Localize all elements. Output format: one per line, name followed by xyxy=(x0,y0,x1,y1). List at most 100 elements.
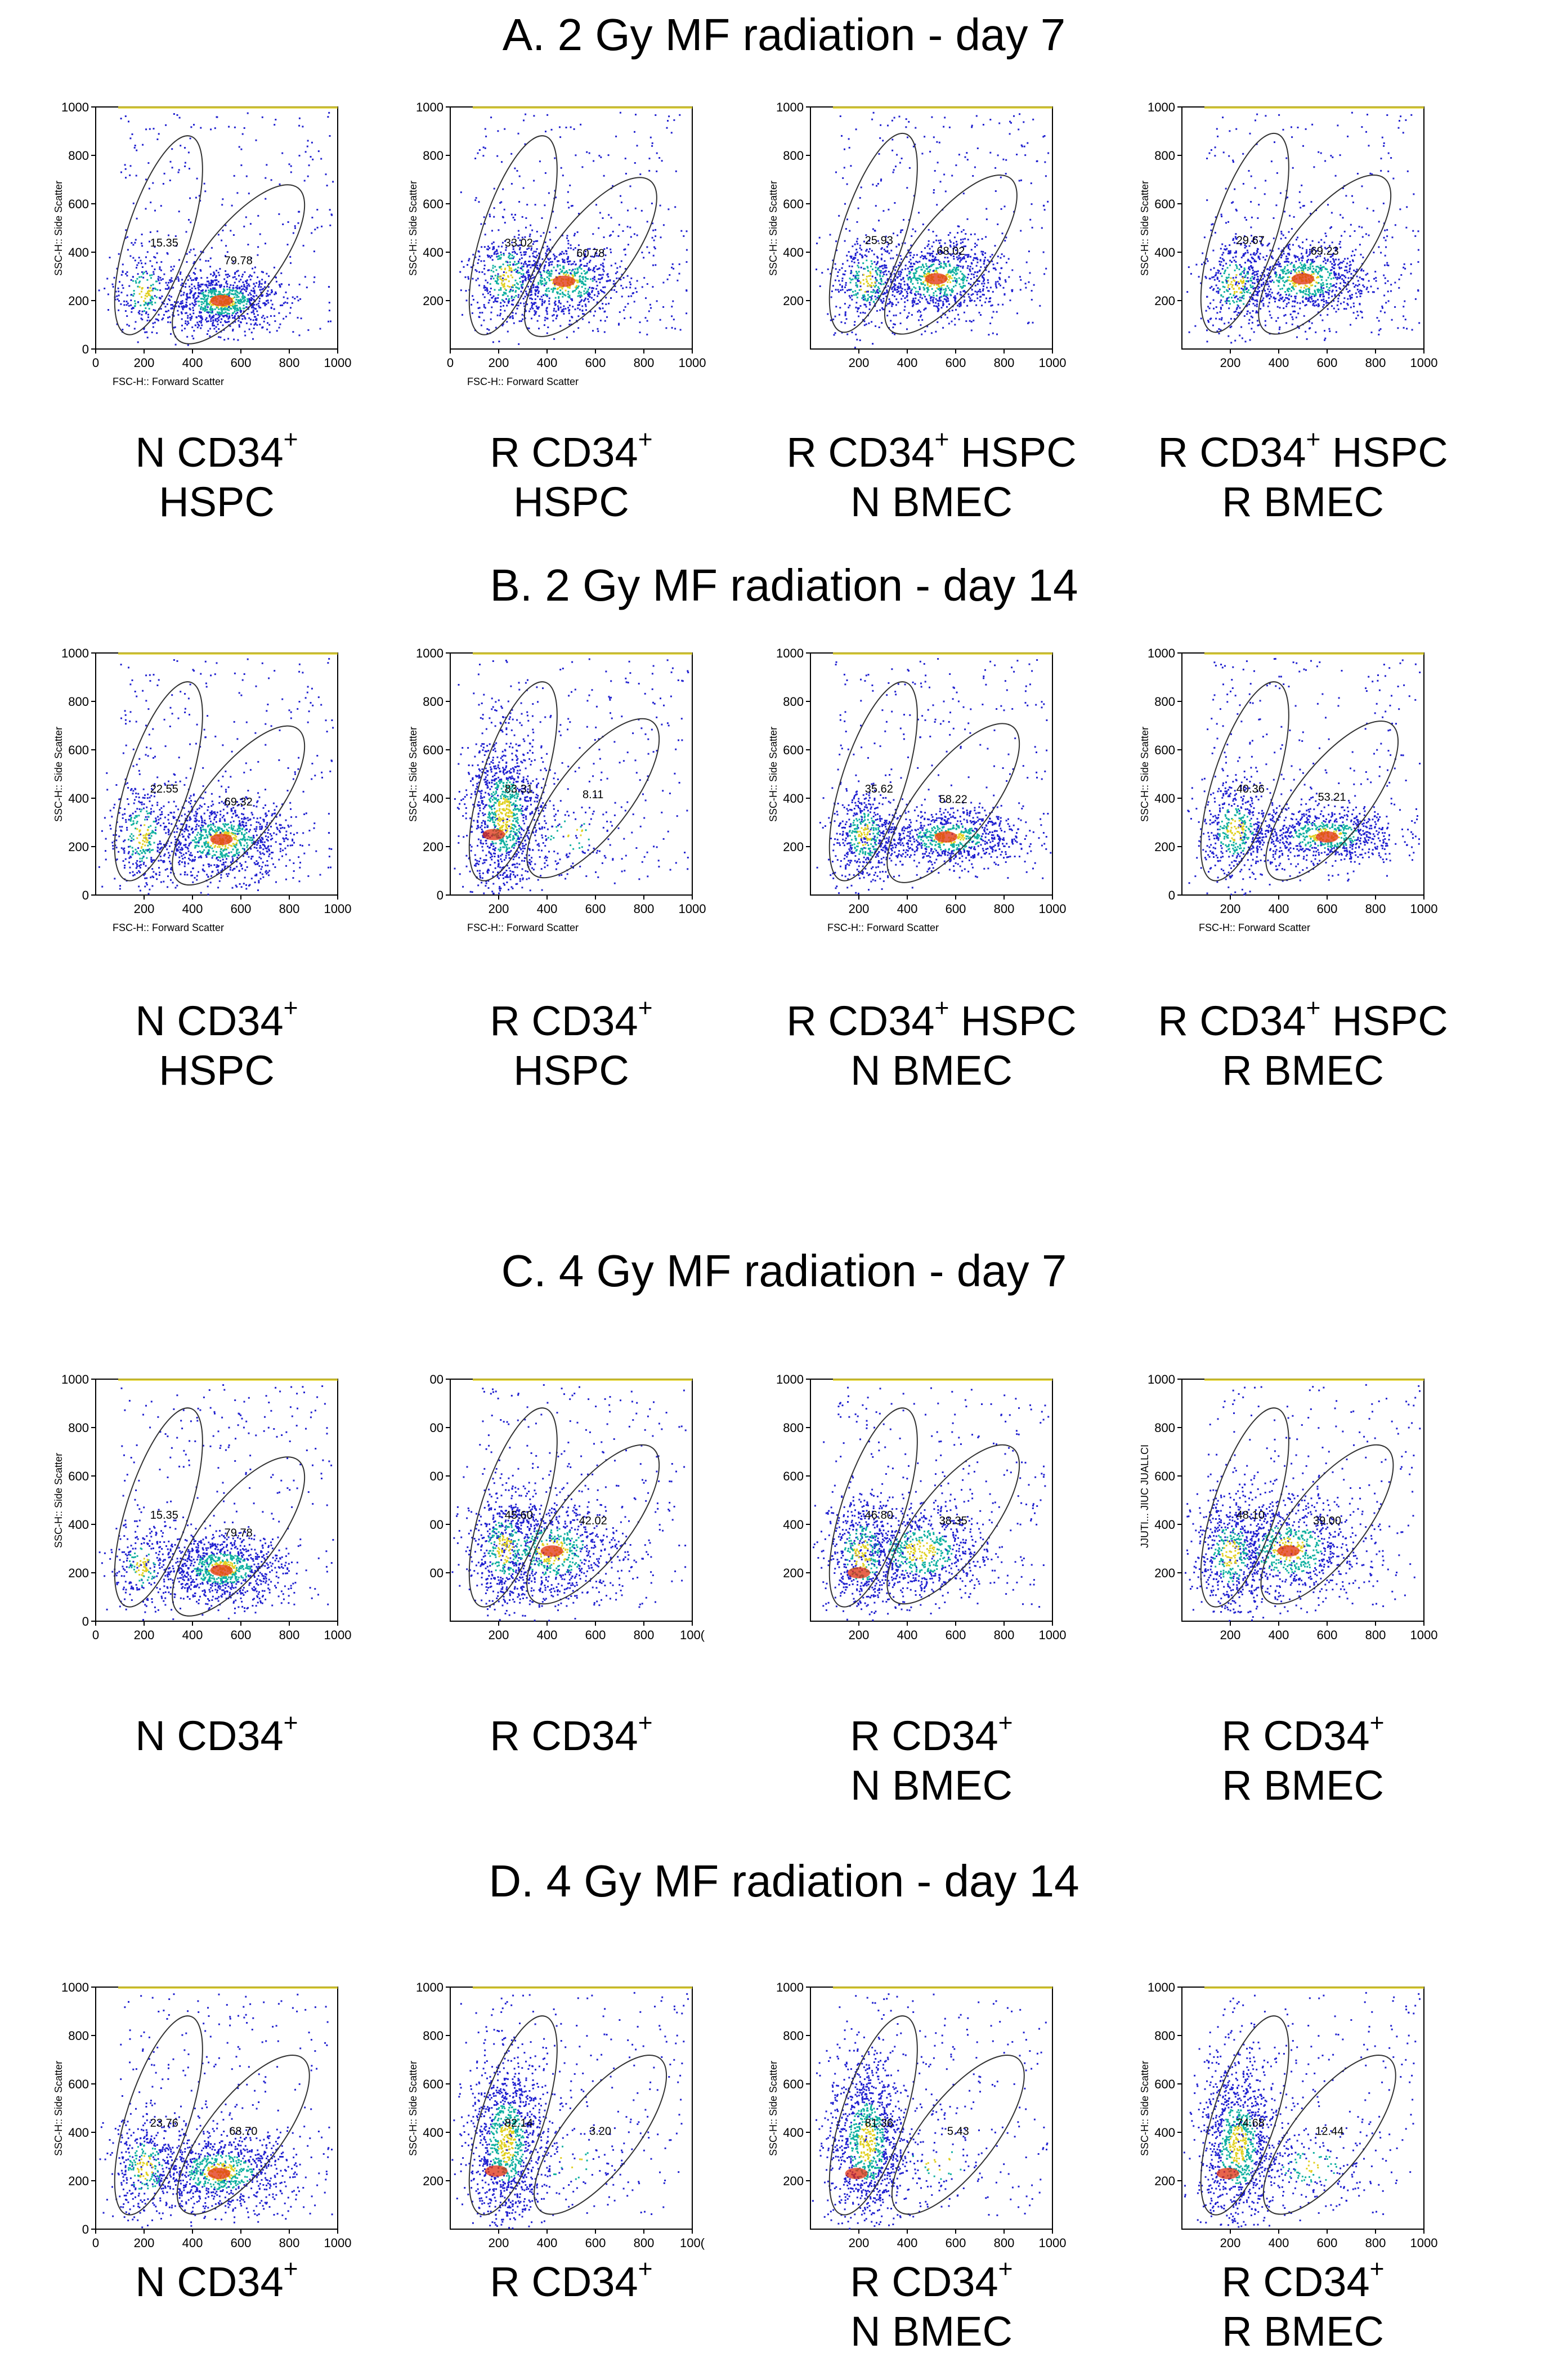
event-point xyxy=(240,310,243,312)
event-point xyxy=(185,323,187,324)
event-point xyxy=(935,271,938,272)
event-point xyxy=(918,266,920,268)
event-point xyxy=(857,207,859,209)
event-point xyxy=(548,263,550,266)
event-point xyxy=(1398,287,1400,289)
event-point xyxy=(527,276,530,279)
event-point xyxy=(1296,292,1298,294)
event-point xyxy=(222,291,225,293)
event-point xyxy=(836,249,838,252)
event-point xyxy=(877,240,879,242)
event-point xyxy=(207,330,209,332)
event-point xyxy=(1283,270,1285,272)
event-point xyxy=(496,252,499,254)
event-point xyxy=(864,298,866,300)
event-point xyxy=(512,264,514,266)
flow-plot-panel: 29.67 69.23 200 400 600 800 1000 200 400 600 800 10… xyxy=(1137,100,1452,439)
event-point xyxy=(978,290,980,293)
event-point xyxy=(834,332,836,334)
event-point xyxy=(200,250,202,253)
event-point xyxy=(1312,268,1315,270)
event-point xyxy=(1359,276,1361,279)
event-point xyxy=(875,263,877,266)
event-point xyxy=(238,287,240,289)
event-point xyxy=(910,292,912,293)
event-point xyxy=(1377,288,1379,289)
event-point xyxy=(602,262,604,265)
event-point xyxy=(1291,280,1293,282)
event-point xyxy=(944,314,947,316)
event-point xyxy=(881,253,883,256)
event-point xyxy=(867,299,869,301)
event-point xyxy=(990,305,992,307)
caption-text: HSPC xyxy=(159,478,275,525)
event-point xyxy=(243,315,245,317)
event-point xyxy=(247,298,249,300)
event-point xyxy=(197,301,199,303)
event-point xyxy=(855,277,858,279)
event-point xyxy=(558,272,561,274)
event-point xyxy=(924,272,926,275)
event-point xyxy=(1293,285,1295,287)
event-point xyxy=(501,278,504,279)
event-point xyxy=(893,283,895,285)
event-point xyxy=(670,132,673,134)
event-point xyxy=(1256,310,1257,312)
event-point xyxy=(258,280,261,283)
event-point xyxy=(493,252,495,254)
event-point xyxy=(468,278,469,280)
event-point xyxy=(228,293,230,296)
event-point xyxy=(648,310,650,312)
event-point xyxy=(592,278,594,280)
event-point xyxy=(673,319,675,321)
event-point xyxy=(147,303,149,305)
event-point xyxy=(875,279,877,280)
event-point xyxy=(229,304,231,306)
event-point xyxy=(494,280,496,282)
event-point xyxy=(937,302,939,305)
event-point xyxy=(857,293,859,295)
event-point xyxy=(878,295,880,297)
event-point xyxy=(534,314,536,316)
event-point xyxy=(577,285,580,287)
event-point xyxy=(937,307,939,310)
event-point xyxy=(957,269,960,271)
event-point xyxy=(517,272,519,274)
event-point xyxy=(938,288,940,290)
event-point xyxy=(1269,290,1270,293)
event-point xyxy=(859,253,861,256)
event-point xyxy=(870,299,872,301)
event-point xyxy=(958,254,960,257)
event-point xyxy=(891,305,893,307)
event-point xyxy=(1240,266,1243,268)
event-point xyxy=(496,249,498,251)
event-point xyxy=(496,250,498,252)
event-point xyxy=(1308,288,1310,290)
event-point xyxy=(520,244,522,246)
event-point xyxy=(866,255,868,257)
event-point xyxy=(164,306,167,308)
event-point xyxy=(920,324,922,326)
event-point xyxy=(1282,270,1284,272)
event-point xyxy=(550,275,552,277)
event-point xyxy=(303,180,306,182)
event-point xyxy=(508,298,510,300)
event-point xyxy=(559,268,562,270)
event-point xyxy=(217,314,219,316)
event-point xyxy=(531,302,533,304)
event-point xyxy=(281,304,284,306)
event-point xyxy=(947,261,949,263)
event-point xyxy=(1281,288,1283,290)
event-point xyxy=(224,315,226,317)
event-point xyxy=(525,261,526,263)
event-point xyxy=(920,282,922,284)
event-point xyxy=(538,258,540,260)
event-point xyxy=(573,234,575,236)
event-point xyxy=(933,305,935,307)
event-point xyxy=(1009,299,1011,302)
event-point xyxy=(913,276,916,278)
event-point xyxy=(194,267,196,270)
event-point xyxy=(144,331,146,333)
event-point xyxy=(145,312,147,315)
event-point xyxy=(167,310,169,312)
